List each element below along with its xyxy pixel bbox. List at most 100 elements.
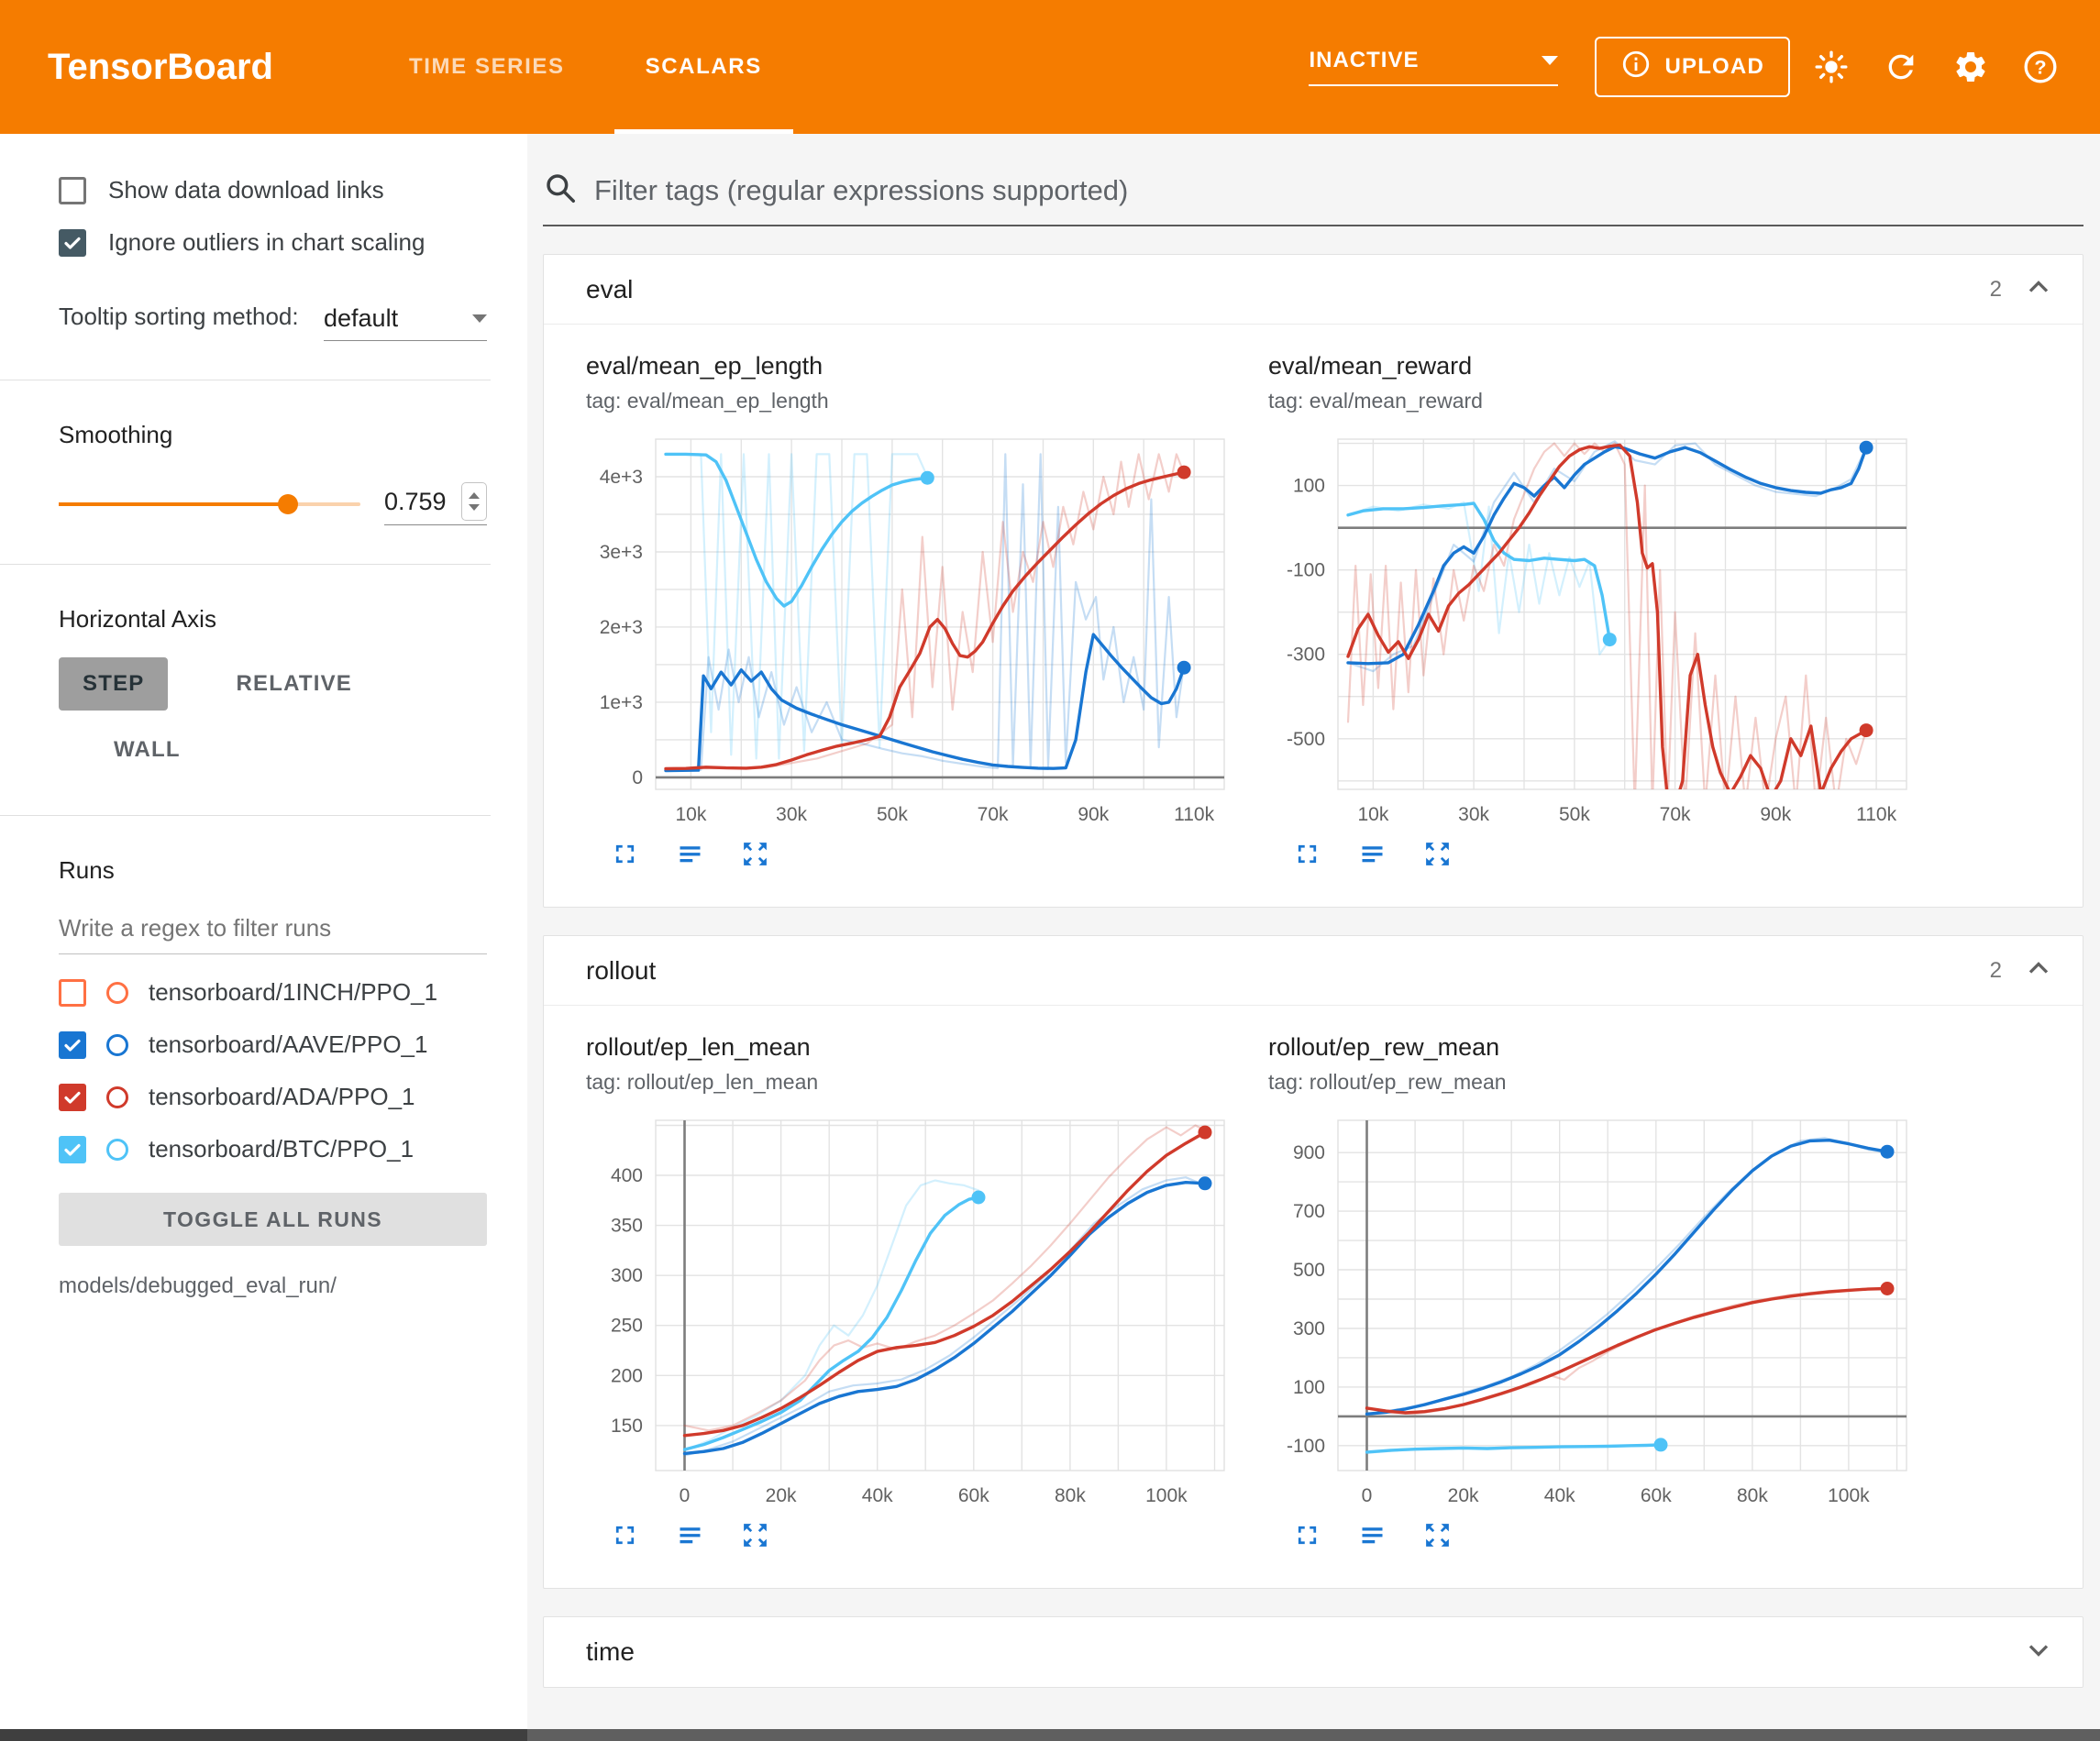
smoothing-label: Smoothing — [59, 421, 487, 449]
data-table-icon[interactable] — [675, 1520, 705, 1555]
svg-text:3e+3: 3e+3 — [600, 542, 643, 563]
fullscreen-icon[interactable] — [610, 839, 640, 874]
smoothing-controls — [59, 482, 487, 525]
run-label: tensorboard/AAVE/PPO_1 — [149, 1030, 427, 1059]
run-row[interactable]: tensorboard/ADA/PPO_1 — [59, 1083, 487, 1111]
fullscreen-icon[interactable] — [1292, 839, 1322, 874]
card-count: 2 — [1990, 958, 2002, 984]
run-row[interactable]: tensorboard/1INCH/PPO_1 — [59, 978, 487, 1007]
spinner-up-icon[interactable] — [469, 492, 480, 499]
fullscreen-icon[interactable] — [610, 1520, 640, 1555]
chart-tag: tag: eval/mean_reward — [1268, 389, 1925, 413]
chart-tag: tag: rollout/ep_len_mean — [586, 1070, 1243, 1095]
data-table-icon[interactable] — [1357, 1520, 1387, 1555]
fit-domain-icon[interactable] — [740, 1520, 770, 1555]
card-header[interactable]: eval2 — [544, 255, 2083, 325]
svg-text:500: 500 — [1293, 1260, 1325, 1281]
brightness-icon[interactable] — [1803, 39, 1860, 95]
svg-text:110k: 110k — [1856, 804, 1896, 825]
runs-heading: Runs — [59, 856, 487, 885]
divider — [0, 564, 491, 565]
tooltip-sorting-value: default — [324, 304, 398, 333]
show-download-links-row[interactable]: Show data download links — [59, 176, 487, 204]
chart-plot[interactable]: 10k30k50k70k90k110k01e+32e+33e+34e+3 — [586, 428, 1239, 832]
card-eval: eval2 eval/mean_ep_length tag: eval/mean_e… — [543, 254, 2083, 908]
svg-text:0: 0 — [1362, 1485, 1373, 1506]
smoothing-slider-fill — [59, 502, 288, 506]
svg-text:40k: 40k — [1544, 1485, 1575, 1506]
chart-plot[interactable]: 020k40k60k80k100k-100100300500700900 — [1268, 1109, 1921, 1513]
run-checkbox[interactable] — [59, 979, 86, 1007]
chevron-up-icon[interactable] — [2022, 952, 2055, 989]
chart-toolbar — [586, 1520, 1243, 1555]
runs-filter-input[interactable] — [59, 909, 487, 954]
card-title: time — [586, 1637, 635, 1667]
svg-text:0: 0 — [680, 1485, 691, 1506]
settings-gear-icon[interactable] — [1942, 39, 1999, 95]
svg-text:250: 250 — [611, 1316, 643, 1337]
smoothing-value-input[interactable] — [384, 488, 452, 516]
run-color-circle — [106, 1086, 128, 1108]
spinner-down-icon[interactable] — [469, 504, 480, 511]
chart-rollout_ep_rew_mean: rollout/ep_rew_meantag: rollout/ep_rew_m… — [1268, 1033, 1925, 1555]
fit-domain-icon[interactable] — [740, 839, 770, 874]
card-time: time — [543, 1616, 2083, 1688]
app-title: TensorBoard — [48, 47, 273, 88]
svg-text:150: 150 — [611, 1416, 643, 1437]
toggle-all-runs-button[interactable]: TOGGLE ALL RUNS — [59, 1193, 487, 1246]
chevron-up-icon[interactable] — [2022, 270, 2055, 308]
svg-text:-500: -500 — [1287, 729, 1325, 750]
chart-toolbar — [1268, 1520, 1925, 1555]
ignore-outliers-label: Ignore outliers in chart scaling — [108, 228, 425, 257]
chart-rollout_ep_len_mean: rollout/ep_len_meantag: rollout/ep_len_m… — [586, 1033, 1243, 1555]
run-checkbox[interactable] — [59, 1136, 86, 1163]
ignore-outliers-row[interactable]: Ignore outliers in chart scaling — [59, 228, 487, 257]
show-download-links-checkbox[interactable] — [59, 177, 86, 204]
tooltip-sorting-select[interactable]: default — [324, 304, 487, 341]
chart-title: eval/mean_ep_length — [586, 352, 1243, 380]
svg-text:100: 100 — [1293, 1377, 1325, 1398]
chart-tag: tag: eval/mean_ep_length — [586, 389, 1243, 413]
help-icon[interactable]: ? — [2012, 39, 2069, 95]
data-table-icon[interactable] — [675, 839, 705, 874]
fullscreen-icon[interactable] — [1292, 1520, 1322, 1555]
upload-button[interactable]: UPLOAD — [1595, 37, 1790, 97]
horizontal-scrollbar[interactable] — [0, 1729, 2100, 1741]
status-dropdown[interactable]: INACTIVE — [1309, 48, 1558, 86]
axis-button-relative[interactable]: RELATIVE — [212, 657, 376, 711]
svg-text:20k: 20k — [1448, 1485, 1479, 1506]
svg-text:50k: 50k — [877, 804, 908, 825]
card-header[interactable]: rollout2 — [544, 936, 2083, 1006]
fit-domain-icon[interactable] — [1422, 1520, 1453, 1555]
chevron-down-icon[interactable] — [2022, 1634, 2055, 1671]
data-table-icon[interactable] — [1357, 839, 1387, 874]
card-body: rollout/ep_len_meantag: rollout/ep_len_m… — [544, 1006, 2083, 1588]
axis-button-wall[interactable]: WALL — [90, 723, 204, 777]
svg-text:20k: 20k — [766, 1485, 797, 1506]
chart-plot[interactable]: 10k30k50k70k90k110k100-100-300-500 — [1268, 428, 1921, 832]
smoothing-spinner[interactable] — [461, 482, 487, 521]
refresh-icon[interactable] — [1873, 39, 1929, 95]
smoothing-slider-thumb[interactable] — [278, 494, 298, 514]
tab-time-series[interactable]: TIME SERIES — [369, 0, 605, 134]
run-checkbox[interactable] — [59, 1031, 86, 1059]
tab-scalars[interactable]: SCALARS — [605, 0, 802, 134]
main-content: eval2 eval/mean_ep_length tag: eval/mean_e… — [527, 134, 2100, 1729]
run-checkbox[interactable] — [59, 1084, 86, 1111]
axis-button-step[interactable]: STEP — [59, 657, 168, 711]
axis-buttons-row-2: WALL — [90, 723, 487, 777]
filter-tags-input[interactable] — [594, 174, 2083, 207]
run-row[interactable]: tensorboard/AAVE/PPO_1 — [59, 1030, 487, 1059]
header-actions: INACTIVE UPLOAD ? — [1309, 37, 2100, 97]
horizontal-scrollbar-thumb[interactable] — [0, 1729, 527, 1741]
svg-text:80k: 80k — [1737, 1485, 1768, 1506]
fit-domain-icon[interactable] — [1422, 839, 1453, 874]
run-row[interactable]: tensorboard/BTC/PPO_1 — [59, 1135, 487, 1163]
run-color-circle — [106, 982, 128, 1004]
svg-text:40k: 40k — [862, 1485, 893, 1506]
smoothing-slider[interactable] — [59, 502, 360, 506]
chart-plot[interactable]: 020k40k60k80k100k150200250300350400 — [586, 1109, 1239, 1513]
ignore-outliers-checkbox[interactable] — [59, 229, 86, 257]
svg-text:100k: 100k — [1145, 1485, 1188, 1506]
card-header[interactable]: time — [544, 1617, 2083, 1687]
